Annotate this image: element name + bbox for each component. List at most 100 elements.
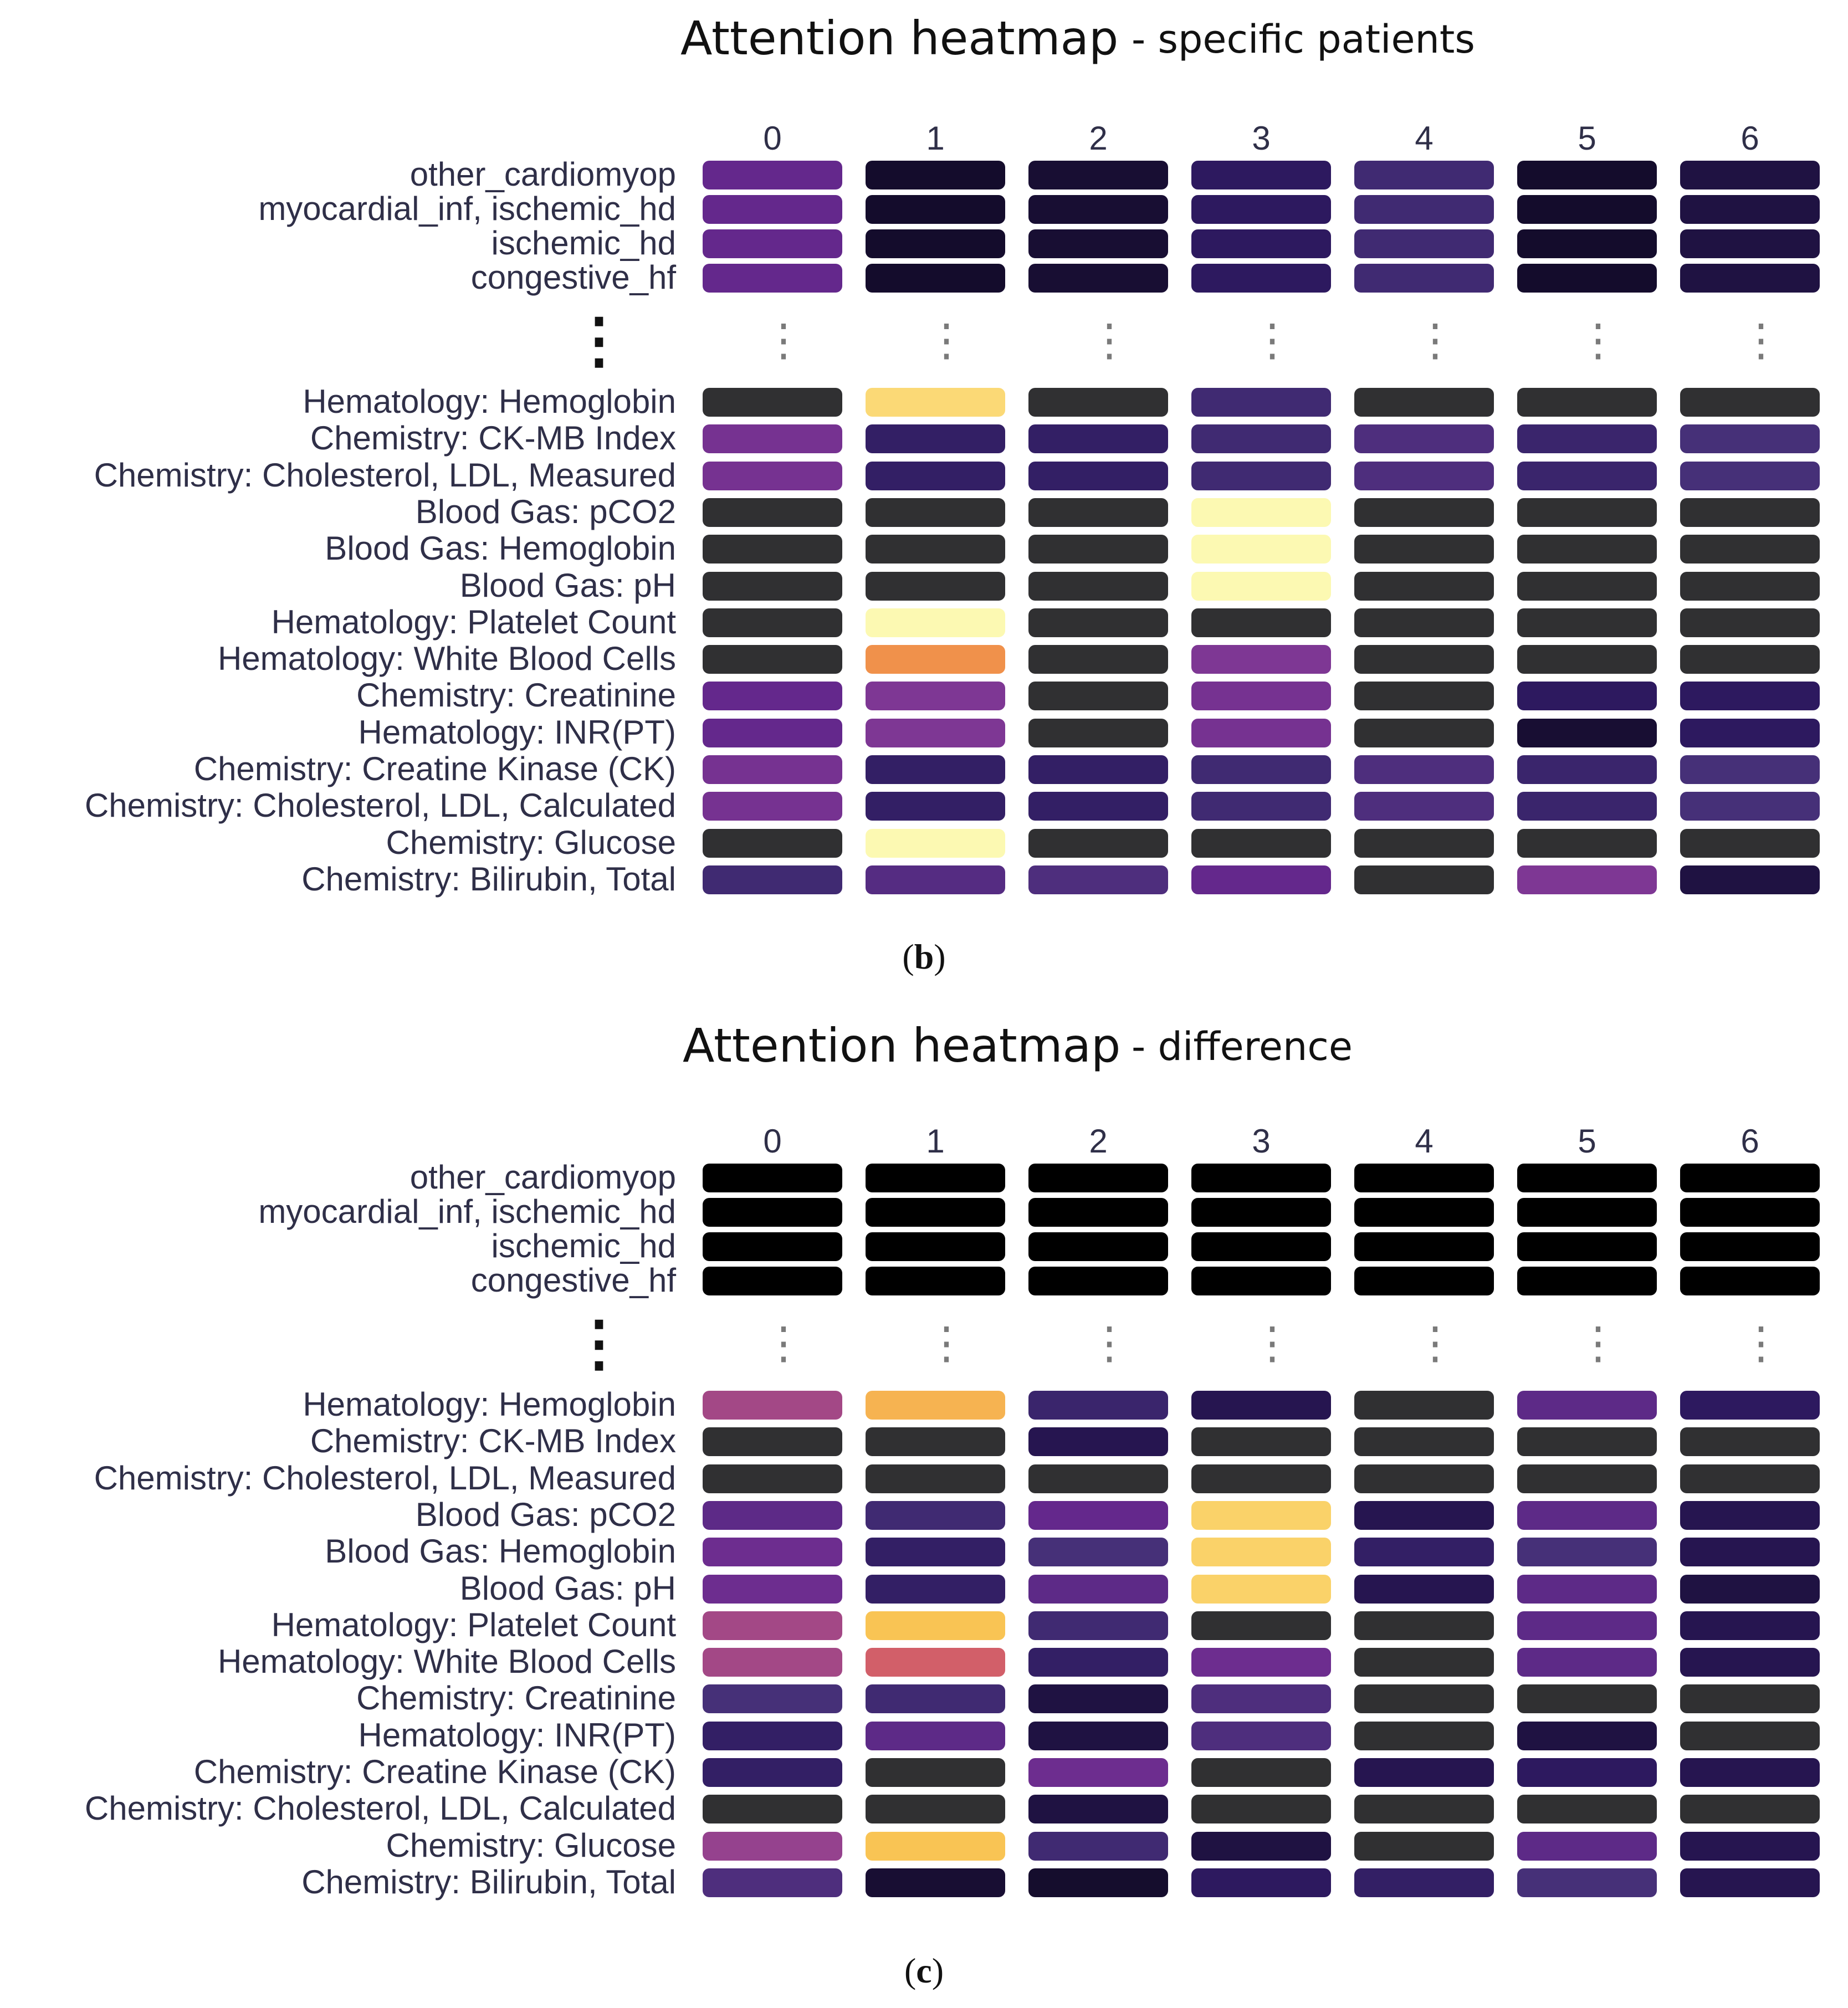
- heatmap-cell: [1028, 1427, 1168, 1457]
- heatmap-cell: [1028, 229, 1168, 258]
- heatmap-cell: [1354, 1721, 1494, 1750]
- row-label: Blood Gas: pH: [459, 1569, 676, 1607]
- heatmap-cell: [866, 498, 1005, 527]
- heatmap-cell: [1191, 1198, 1331, 1227]
- heatmap-cell: [703, 161, 842, 189]
- row-label: Blood Gas: pCO2: [415, 1495, 676, 1533]
- heatmap-cell: [1680, 1721, 1820, 1750]
- heatmap-cell: [866, 1611, 1005, 1640]
- heatmap-cell: [1028, 645, 1168, 674]
- heatmap-cell: [1680, 1198, 1820, 1227]
- heatmap-cell: [1354, 828, 1494, 858]
- row-label: Chemistry: Cholesterol, LDL, Measured: [94, 1459, 676, 1497]
- heatmap-cell: [866, 792, 1005, 821]
- heatmap-cell: [866, 1648, 1005, 1677]
- row-label: Hematology: Platelet Count: [271, 603, 676, 641]
- heatmap-panel-difference: Attention heatmap - difference 0 1 2 3 4 5 6 ot…: [0, 1008, 1848, 2000]
- heatmap-cell: [1028, 1391, 1168, 1420]
- row-label: other_cardiomyop: [409, 1159, 676, 1196]
- heatmap-cell: [866, 388, 1005, 417]
- heatmap-cell: [1028, 1538, 1168, 1567]
- heatmap-cell: [1028, 792, 1168, 821]
- heatmap-cell: [1680, 535, 1820, 564]
- heatmap-cell: [1354, 1464, 1494, 1493]
- row-label: Chemistry: Creatine Kinase (CK): [193, 1753, 676, 1790]
- heatmap-cell: [703, 229, 842, 258]
- heatmap-cell: [866, 535, 1005, 564]
- ellipsis-marker: ⋮: [1739, 1318, 1783, 1367]
- ellipsis-marker: ⋮: [1576, 1318, 1620, 1367]
- heatmap-cell: [703, 718, 842, 747]
- column-label: 1: [926, 1123, 945, 1160]
- heatmap-cell: [1680, 1267, 1820, 1295]
- row-label: Chemistry: Bilirubin, Total: [301, 860, 676, 898]
- heatmap-cell: [703, 1831, 842, 1861]
- heatmap-cell: [1680, 682, 1820, 711]
- row-label: myocardial_inf, ischemic_hd: [258, 1193, 676, 1230]
- heatmap-cell: [1680, 461, 1820, 490]
- row-label: Chemistry: Cholesterol, LDL, Measured: [94, 456, 676, 494]
- heatmap-cell: [1680, 498, 1820, 527]
- heatmap-cell: [703, 828, 842, 858]
- heatmap-cell: [1028, 264, 1168, 293]
- heatmap-cell: [1680, 1648, 1820, 1677]
- heatmap-cell: [1680, 1391, 1820, 1420]
- heatmap-cell: [1680, 755, 1820, 784]
- heatmap-cell: [703, 461, 842, 490]
- heatmap-cell: [1517, 1831, 1657, 1861]
- heatmap-cell: [1517, 1648, 1657, 1677]
- heatmap-cell: [1517, 755, 1657, 784]
- heatmap-cell: [1354, 1538, 1494, 1567]
- heatmap-cell: [1191, 1574, 1331, 1604]
- heatmap-cell: [1028, 461, 1168, 490]
- heatmap-cell: [703, 792, 842, 821]
- heatmap-cell: [866, 1500, 1005, 1530]
- heatmap-cell: [1517, 682, 1657, 711]
- heatmap-cell: [1680, 1831, 1820, 1861]
- caption-letter: c: [916, 1951, 932, 1990]
- column-label: 2: [1089, 1123, 1108, 1160]
- heatmap-cell: [1517, 1574, 1657, 1604]
- heatmap-cell: [866, 682, 1005, 711]
- chart-subtitle: - specific patients: [1132, 17, 1475, 62]
- heatmap-cell: [1354, 1267, 1494, 1295]
- heatmap-cell: [866, 195, 1005, 224]
- heatmap-cell: [1354, 1831, 1494, 1861]
- heatmap-cell: [1354, 195, 1494, 224]
- heatmap-cell: [1354, 865, 1494, 894]
- heatmap-cell: [703, 1391, 842, 1420]
- heatmap-cell: [1354, 645, 1494, 674]
- row-label: ischemic_hd: [491, 224, 677, 262]
- heatmap-cell: [1028, 195, 1168, 224]
- heatmap-cell: [1191, 682, 1331, 711]
- heatmap-cell: [703, 498, 842, 527]
- heatmap-cell: [1028, 1721, 1168, 1750]
- heatmap-cell: [1517, 535, 1657, 564]
- ellipsis-marker: ⋮: [761, 315, 806, 365]
- heatmap-cell: [1680, 1164, 1820, 1192]
- column-label: 2: [1089, 120, 1108, 157]
- heatmap-cell: [1028, 1758, 1168, 1787]
- heatmap-cell: [1517, 161, 1657, 189]
- column-label: 1: [926, 120, 945, 157]
- heatmap-cell: [866, 1538, 1005, 1567]
- heatmap-cell: [1028, 498, 1168, 527]
- heatmap-cell: [703, 865, 842, 894]
- column-label: 4: [1415, 120, 1434, 157]
- heatmap-cell: [866, 1391, 1005, 1420]
- heatmap-cell: [1517, 1611, 1657, 1640]
- heatmap-cell: [866, 161, 1005, 189]
- heatmap-cell: [703, 1464, 842, 1493]
- heatmap-cell: [1028, 1198, 1168, 1227]
- heatmap-cell: [1354, 1758, 1494, 1787]
- heatmap-cell: [1680, 792, 1820, 821]
- heatmap-cell: [1191, 1648, 1331, 1677]
- heatmap-cell: [866, 1868, 1005, 1897]
- heatmap-cell: [1517, 195, 1657, 224]
- row-label: ischemic_hd: [491, 1227, 677, 1264]
- heatmap-cell: [1517, 1684, 1657, 1714]
- row-label: Chemistry: Creatinine: [356, 677, 676, 714]
- heatmap-cell: [1028, 1795, 1168, 1824]
- row-label: other_cardiomyop: [409, 156, 676, 193]
- ellipsis-marker: ⋮: [569, 306, 629, 375]
